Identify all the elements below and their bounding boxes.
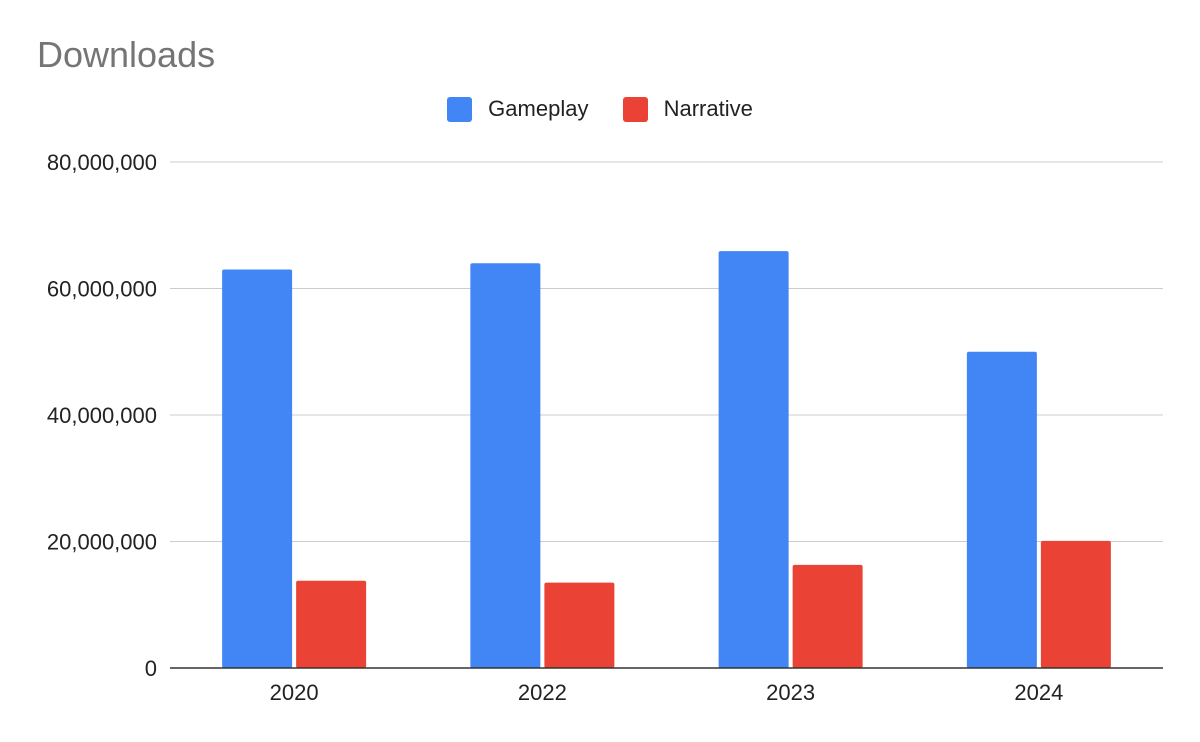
bar-narrative-2024: [1040, 540, 1111, 668]
bar-gameplay-2022: [470, 263, 541, 668]
legend: Gameplay Narrative: [0, 96, 1200, 128]
x-tick-label: 2020: [270, 680, 319, 705]
bar-gameplay-2024: [966, 351, 1037, 668]
legend-swatch-gameplay: [447, 96, 473, 122]
legend-swatch-narrative: [622, 96, 648, 122]
y-tick-label: 40,000,000: [47, 403, 157, 428]
legend-item-narrative[interactable]: Narrative: [622, 96, 753, 122]
legend-label-gameplay: Gameplay: [488, 96, 589, 121]
x-tick-label: 2023: [766, 680, 815, 705]
x-tick-label: 2022: [518, 680, 567, 705]
bar-narrative-2020: [296, 580, 367, 668]
x-tick-label: 2024: [1014, 680, 1063, 705]
y-tick-label: 20,000,000: [47, 530, 157, 555]
legend-item-gameplay[interactable]: Gameplay: [447, 96, 588, 122]
y-tick-label: 80,000,000: [47, 150, 157, 175]
chart-title: Downloads: [37, 34, 216, 75]
y-tick-label: 60,000,000: [47, 277, 157, 302]
legend-label-narrative: Narrative: [663, 96, 753, 121]
bar-narrative-2022: [544, 582, 615, 668]
bar-gameplay-2023: [718, 251, 789, 668]
y-tick-label: 0: [145, 656, 157, 681]
bar-narrative-2023: [792, 564, 863, 668]
bar-gameplay-2020: [222, 269, 293, 668]
